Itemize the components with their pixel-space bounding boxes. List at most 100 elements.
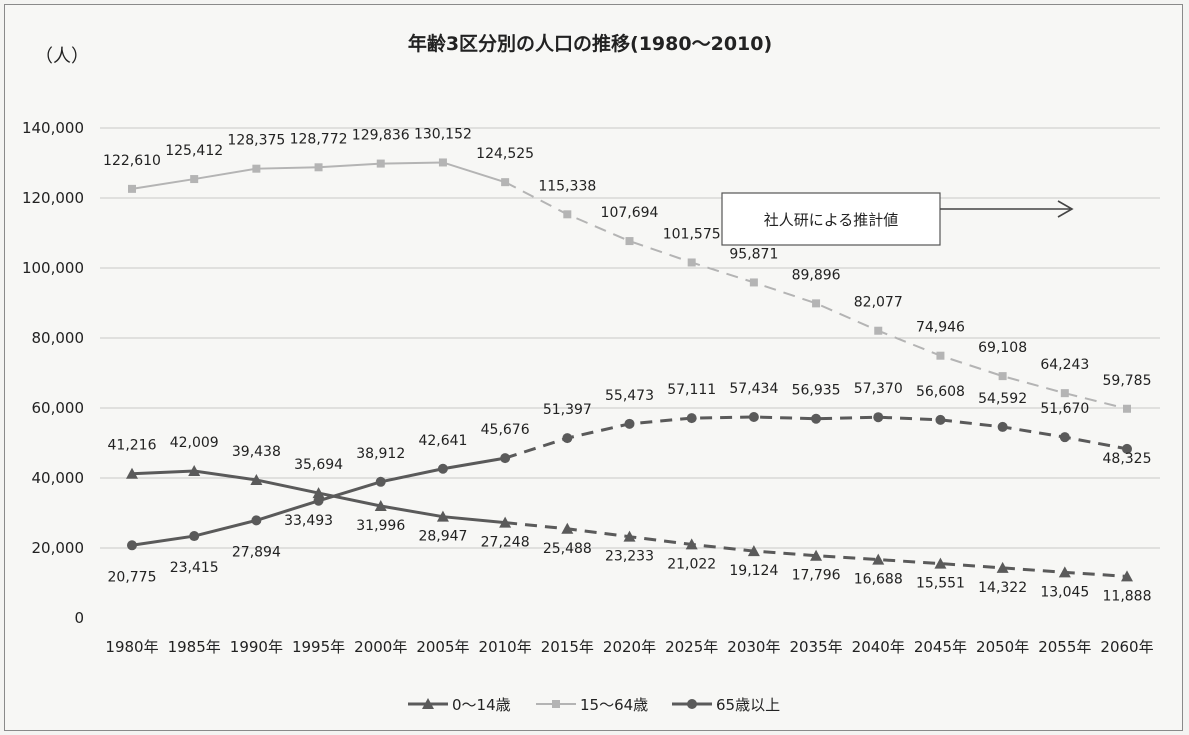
marker-triangle — [1058, 566, 1071, 578]
marker-square — [501, 178, 510, 187]
y-axis-unit: （人） — [35, 46, 89, 67]
marker-triangle — [250, 473, 263, 485]
data-label: 51,397 — [543, 402, 592, 418]
data-label: 125,412 — [165, 143, 223, 159]
y-tick-label: 60,000 — [32, 399, 85, 417]
marker-circle — [562, 433, 573, 444]
marker-circle — [811, 413, 822, 424]
data-label: 38,912 — [356, 446, 405, 462]
data-label: 19,124 — [729, 563, 778, 579]
series-line-projection — [504, 415, 1128, 460]
marker-triangle — [422, 698, 434, 709]
marker-square — [936, 351, 945, 360]
marker-square — [438, 158, 447, 167]
data-label: 69,108 — [978, 340, 1027, 356]
data-label: 128,375 — [227, 133, 285, 149]
x-tick-label: 1980年 — [105, 638, 158, 656]
data-label: 130,152 — [414, 126, 472, 142]
marker-triangle — [126, 467, 138, 479]
legend-label: 65歳以上 — [716, 696, 780, 714]
annotation-box — [721, 192, 941, 246]
legend-item-3: 65歳以上 — [672, 696, 780, 714]
data-label: 42,641 — [418, 433, 467, 449]
data-label: 115,338 — [538, 178, 596, 194]
marker-triangle — [312, 487, 325, 499]
y-tick-label: 40,000 — [32, 469, 85, 487]
data-label: 122,610 — [103, 153, 161, 169]
data-label: 56,608 — [916, 384, 965, 400]
data-label: 35,694 — [294, 457, 343, 473]
marker-circle — [686, 413, 697, 424]
x-tick-label: 2030年 — [727, 638, 780, 656]
series-1 — [126, 464, 1133, 582]
annotation-text: 社人研による推計値 — [764, 211, 899, 229]
marker-circle — [748, 411, 759, 422]
data-label: 13,045 — [1040, 584, 1089, 600]
marker-circle — [873, 412, 884, 423]
chart-frame — [4, 4, 1183, 731]
legend-label: 0〜14歳 — [452, 696, 511, 714]
marker-circle — [127, 540, 137, 551]
x-tick-label: 2035年 — [789, 638, 842, 656]
data-label: 21,022 — [667, 556, 716, 572]
chart-title: 年齢3区分別の人口の推移(1980〜2010) — [408, 32, 772, 55]
y-tick-label: 80,000 — [32, 329, 85, 347]
series-line-projection — [504, 521, 1128, 578]
data-label: 48,325 — [1103, 451, 1152, 467]
marker-triangle — [436, 510, 449, 522]
marker-circle — [500, 453, 511, 464]
data-label: 45,676 — [481, 422, 530, 438]
marker-triangle — [623, 530, 636, 542]
marker-square — [190, 175, 199, 184]
legend-item-2: 15〜64歳 — [536, 696, 648, 714]
marker-square — [252, 164, 261, 173]
marker-square — [552, 700, 560, 708]
marker-circle — [313, 495, 324, 506]
data-labels: 41,216 42,009 39,438 35,694 31,996 28,947 27,2… — [103, 126, 1151, 604]
marker-triangle — [747, 545, 760, 557]
gridlines — [100, 127, 1160, 549]
projection-annotation: 社人研による推計値 — [721, 192, 1074, 246]
marker-triangle — [934, 557, 947, 569]
marker-circle — [1059, 432, 1070, 443]
data-label: 14,322 — [978, 580, 1027, 596]
marker-circle — [687, 699, 697, 709]
x-tick-label: 2045年 — [914, 638, 967, 656]
data-label: 23,415 — [170, 560, 219, 576]
x-tick-label: 2050年 — [976, 638, 1029, 656]
y-tick-label: 120,000 — [22, 189, 84, 207]
marker-triangle — [872, 553, 885, 565]
marker-circle — [251, 515, 262, 526]
marker-circle — [624, 418, 635, 429]
data-label: 124,525 — [476, 146, 534, 162]
data-label: 41,216 — [108, 438, 157, 454]
marker-triangle — [188, 464, 201, 476]
marker-square — [563, 210, 572, 219]
marker-square — [874, 326, 883, 335]
y-tick-label: 0 — [74, 609, 84, 627]
x-tick-label: 2010年 — [479, 638, 532, 656]
marker-circle — [375, 476, 386, 487]
data-label: 11,888 — [1103, 588, 1152, 604]
data-label: 23,233 — [605, 549, 654, 565]
y-tick-label: 20,000 — [32, 539, 85, 557]
data-label: 27,248 — [481, 535, 530, 551]
series-2 — [128, 158, 1131, 413]
x-tick-label: 2025年 — [665, 638, 718, 656]
data-label: 39,438 — [232, 444, 281, 460]
data-label: 33,493 — [284, 513, 333, 529]
legend-item-1: 0〜14歳 — [408, 696, 511, 714]
data-label: 51,670 — [1040, 401, 1089, 417]
legend: 0〜14歳 15〜64歳 65歳以上 — [408, 696, 780, 714]
marker-circle — [437, 463, 448, 474]
data-label: 55,473 — [605, 388, 654, 404]
data-label: 25,488 — [543, 541, 592, 557]
marker-triangle — [1121, 570, 1133, 582]
data-label: 57,111 — [667, 382, 716, 398]
marker-triangle — [374, 500, 387, 512]
data-label: 56,935 — [792, 383, 841, 399]
x-tick-label: 2015年 — [541, 638, 594, 656]
marker-triangle — [810, 549, 823, 561]
marker-triangle — [996, 561, 1009, 573]
legend-label: 15〜64歳 — [580, 696, 648, 714]
